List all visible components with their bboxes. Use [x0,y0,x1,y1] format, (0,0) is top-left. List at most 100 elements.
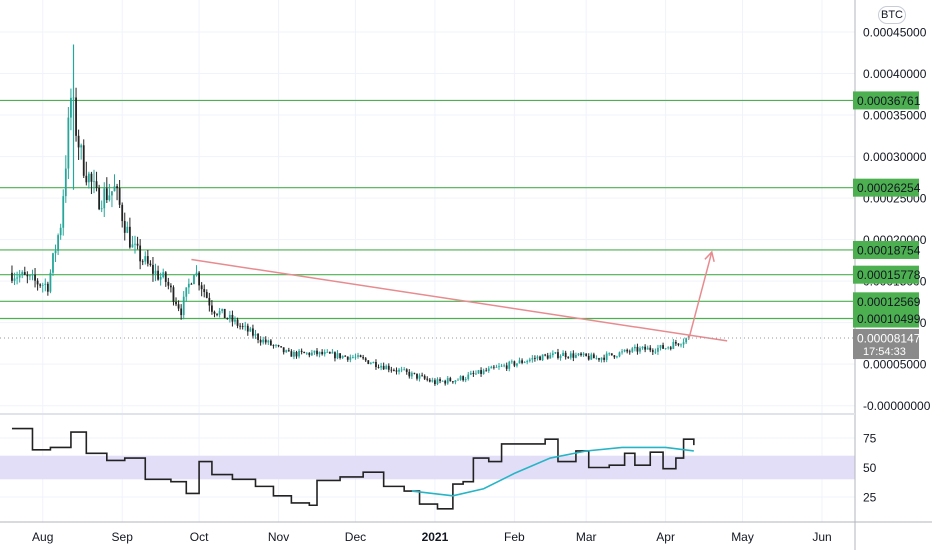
candle-body [405,369,408,372]
candle-body [221,308,224,312]
candle-body [398,369,400,372]
candle-body [111,191,113,196]
candle-body [295,351,298,357]
candle-body [644,346,647,350]
candle-body [359,355,362,358]
candle-body [87,173,90,183]
candle-body [198,272,200,286]
candle-body [305,352,308,354]
candle-body [475,373,477,375]
candle-body [636,346,639,352]
rsi-tick-label: 75 [863,432,877,446]
candle-body [275,345,277,346]
candle-body [367,360,370,364]
candle-body [539,356,541,361]
candle-body [216,313,218,315]
candle-body [633,346,636,349]
candle-body [113,186,116,192]
candle-body [246,325,249,332]
candle-body [551,353,554,356]
candle-body [103,188,106,209]
candle-body [557,352,559,358]
candle-body [377,367,380,368]
candle-body [528,359,531,362]
candle-body [495,367,498,368]
candle-body [349,357,352,360]
candle-body [318,351,321,355]
candle-body [595,358,598,359]
candle-body [62,196,65,228]
candle-body [252,328,254,336]
candle-body [157,270,159,280]
countdown: 17:54:33 [863,346,906,358]
candle-body [526,361,529,363]
candle-body [446,378,449,384]
candle-body [567,357,570,358]
candle-body [628,351,631,353]
candle-body [280,346,283,348]
time-tick-label: Dec [345,530,366,544]
candle-body [316,350,318,355]
candle-body [413,372,416,374]
candle-body [395,370,398,372]
candle-body [592,354,595,359]
candle-body [664,348,667,349]
candle-body [49,272,52,292]
candle-body [472,373,475,374]
candle-body [67,117,70,169]
candle-body [569,353,572,358]
candle-body [385,365,388,370]
candle-body [269,340,272,346]
candle-body [605,353,608,360]
currency-button[interactable]: BTC [878,6,906,24]
candle-body [126,226,129,233]
candle-body [531,358,534,360]
candle-body [36,280,39,285]
candle-body [159,277,162,280]
target-arrow [687,250,715,340]
rsi-tick-label: 25 [863,491,877,505]
candle-body [262,339,265,343]
candle-body [193,275,195,285]
candle-body [59,227,62,236]
candle-body [649,347,652,351]
candle-body [508,361,511,369]
candle-body [623,349,626,352]
price-tick-label: -0.00000000 [863,399,931,413]
candle-body [328,351,331,354]
candle-body [172,287,175,302]
candle-body [482,370,485,374]
candle-body [44,283,47,285]
rsi-ma-line [411,446,694,497]
candle-body [146,256,149,264]
candle-body [16,277,18,279]
candle-body [321,351,324,355]
candle-body [477,370,480,374]
candle-body [162,272,165,278]
candle-body [513,361,516,366]
candle-body [608,353,611,355]
candle-body [572,353,575,358]
candle-body [685,338,688,343]
candle-body [177,304,180,309]
candle-body [123,221,126,233]
candle-body [303,351,306,354]
candle-body [621,351,623,353]
candle-body [500,365,503,367]
candle-body [77,135,80,148]
candle-body [23,272,26,275]
candle-body [354,356,357,358]
candle-body [152,264,154,274]
level-label: 0.00036761 [857,94,921,108]
candle-body [182,296,185,316]
level-label: 0.00026254 [857,181,921,195]
candle-body [546,355,549,359]
candle-body [387,365,390,370]
candle-body [310,352,313,356]
current-price-bg [853,329,919,360]
candle-body [587,356,590,360]
candle-body [277,345,280,347]
candle-body [631,348,634,352]
